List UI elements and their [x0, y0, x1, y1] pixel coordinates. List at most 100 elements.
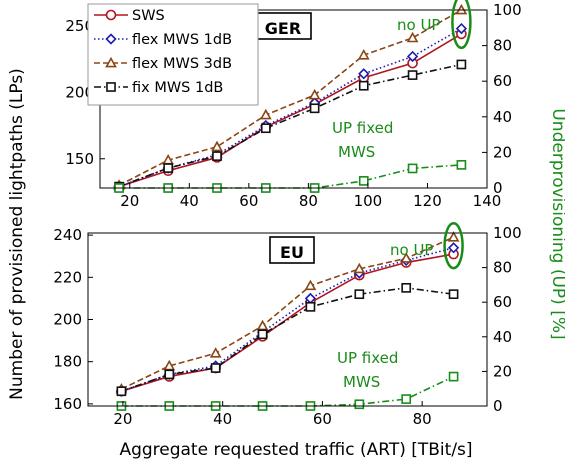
data-point-triangle [163, 359, 176, 371]
y-left-tick-label: 200 [53, 311, 82, 329]
annotation-no-up: no UP [390, 241, 433, 259]
data-point-triangle [447, 231, 460, 242]
data-point-square [448, 289, 459, 300]
y-right-tick-label: 40 [493, 328, 512, 346]
y-right-tick-label: 20 [493, 143, 512, 161]
data-point-square [358, 80, 369, 91]
series-line-0 [121, 253, 454, 392]
data-point-square [210, 363, 221, 373]
annotation-mws: MWS [343, 373, 380, 391]
y-left-tick-label: 180 [53, 353, 82, 371]
series-line-1 [121, 246, 454, 392]
data-point-square [257, 329, 268, 340]
legend-label: flex MWS 3dB [132, 56, 232, 72]
y-right-tick-label: 60 [493, 72, 512, 90]
x-tick-label: 140 [473, 192, 502, 210]
data-point-diamond [105, 33, 117, 45]
series-line-3 [121, 287, 454, 392]
x-tick-label: 60 [313, 410, 332, 428]
data-point-diamond [447, 242, 460, 254]
shared-xlabel: Aggregate requested traffic (ART) [TBit/… [119, 440, 472, 460]
panel-label: GER [265, 19, 301, 38]
y-right-tick-label: 100 [493, 224, 522, 242]
data-point-square [116, 386, 127, 397]
annotation-up-fixed: UP fixed [332, 119, 393, 137]
data-point-diamond [455, 22, 468, 35]
x-tick-label: 120 [413, 192, 442, 210]
data-point-triangle [259, 108, 272, 120]
data-point-circle [105, 9, 117, 21]
x-tick-label: 40 [213, 410, 232, 428]
x-tick-label: 40 [180, 192, 199, 210]
y-left-tick-label: 200 [65, 83, 94, 101]
data-point-square [212, 151, 222, 161]
x-tick-label: 80 [299, 192, 318, 210]
no-up-ellipse [443, 221, 464, 270]
data-point-triangle [304, 279, 317, 291]
series-line-3 [118, 63, 462, 188]
legend-label: SWS [132, 8, 165, 24]
data-point-triangle [209, 347, 222, 358]
y-left-tick-label: 240 [53, 226, 82, 244]
series-line-2 [118, 9, 462, 187]
data-point-square [407, 163, 418, 174]
x-tick-label: 80 [413, 410, 432, 428]
series-line-0 [118, 33, 462, 188]
data-point-square [305, 301, 316, 312]
panel-eu: 20 40 60 80 160 180 200 220 240 0 20 40 60 80 100 EU no … [53, 221, 522, 428]
data-point-square [106, 82, 116, 92]
y-right-tick-label: 60 [493, 293, 512, 311]
x-tick-label: 20 [120, 192, 139, 210]
no-up-ellipse [451, 0, 472, 50]
data-point-square [163, 163, 174, 173]
annotation-no-up: no UP [397, 16, 440, 34]
data-point-triangle [353, 262, 366, 274]
y-left-tick-label: 150 [65, 150, 94, 168]
data-point-square [448, 371, 459, 382]
data-point-triangle [406, 31, 419, 43]
legend-box [87, 3, 259, 106]
legend-label: flex MWS 1dB [132, 32, 232, 48]
x-tick-label: 20 [113, 410, 132, 428]
annotation-mws: MWS [338, 143, 375, 161]
data-point-triangle [308, 88, 321, 100]
panel-label-box [269, 236, 315, 264]
data-point-square [354, 399, 365, 410]
data-point-triangle [162, 153, 175, 165]
y-right-tick-label: 80 [493, 37, 512, 55]
shared-left-ylabel: Number of provisioned lightpaths (LPs) [7, 68, 27, 400]
panel-ger: 20 40 60 80 100 120 140 150 200 250 0 20 40 60 80 100 GE… [65, 0, 522, 210]
data-point-diamond [406, 50, 419, 63]
data-point-square [456, 59, 467, 70]
data-point-triangle [211, 140, 223, 152]
x-tick-label: 100 [354, 192, 383, 210]
data-point-square [164, 369, 175, 380]
y-left-tick-label: 250 [65, 17, 94, 35]
y-right-tick-label: 100 [493, 1, 522, 19]
y-right-tick-label: 40 [493, 108, 512, 126]
data-point-triangle [256, 319, 269, 331]
data-point-triangle [357, 49, 370, 60]
data-point-diamond [358, 68, 370, 80]
data-point-square [407, 70, 418, 80]
legend-label: fix MWS 1dB [132, 80, 223, 96]
x-tick-label: 60 [239, 192, 258, 210]
y-left-tick-label: 160 [53, 395, 82, 413]
data-point-square [401, 394, 412, 404]
y-right-tick-label: 0 [493, 397, 503, 415]
data-point-triangle [105, 56, 117, 68]
panel-label-box [254, 12, 312, 40]
y-right-tick-label: 80 [493, 259, 512, 277]
y-right-tick-label: 20 [493, 362, 512, 380]
data-point-square [260, 123, 271, 134]
series-line-2 [121, 236, 454, 390]
data-point-triangle [400, 252, 413, 263]
data-point-square [401, 283, 412, 293]
annotation-up-fixed: UP fixed [337, 349, 398, 367]
y-left-tick-label: 220 [53, 268, 82, 286]
data-point-square [354, 289, 365, 300]
panel-label: EU [280, 243, 304, 262]
data-point-square [358, 176, 369, 186]
data-point-square [456, 160, 467, 170]
y-right-tick-label: 0 [493, 179, 503, 197]
